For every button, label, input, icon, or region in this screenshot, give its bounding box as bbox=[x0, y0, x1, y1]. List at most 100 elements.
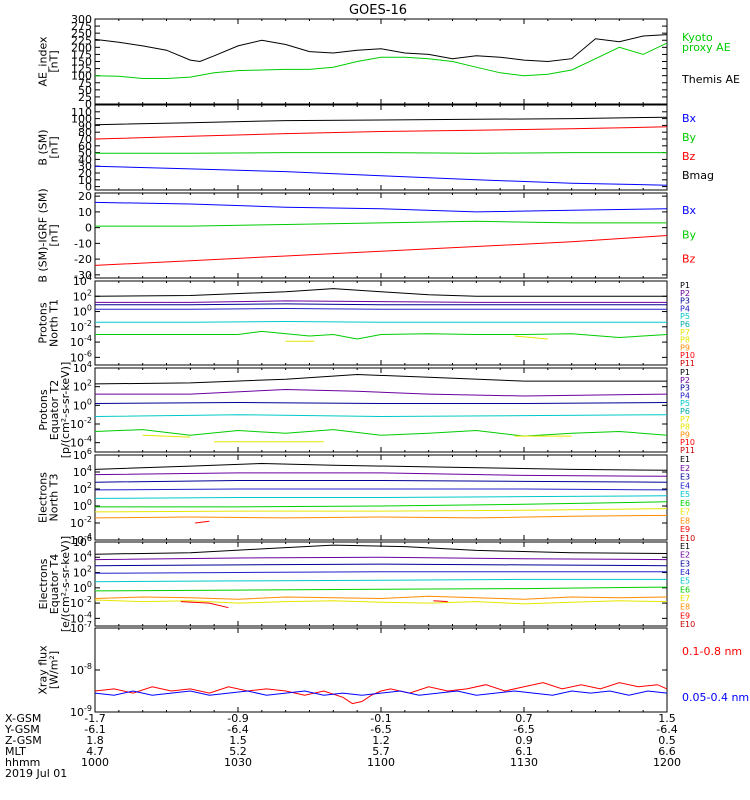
y-tick-label: 100 bbox=[73, 498, 92, 513]
legend-item: E1 bbox=[680, 542, 690, 551]
series-line-5 bbox=[94, 495, 668, 499]
y-tick-label: 102 bbox=[73, 379, 92, 394]
legend-item: P1 bbox=[680, 281, 690, 290]
legend-item: P10 bbox=[680, 351, 695, 360]
series-line-9 bbox=[180, 601, 229, 609]
legend-item: P2 bbox=[680, 289, 690, 298]
series-line-2 bbox=[94, 556, 668, 561]
legend-item: E8 bbox=[680, 603, 690, 612]
y-tick-label: 104 bbox=[73, 360, 92, 375]
series-line-3 bbox=[95, 303, 667, 306]
y-axis-label: [nT] bbox=[48, 224, 61, 246]
legend-item: E9 bbox=[680, 611, 690, 620]
legend-item: E7 bbox=[680, 508, 690, 517]
series-line-6 bbox=[94, 586, 668, 592]
series-line-1 bbox=[94, 34, 668, 63]
legend-item: By bbox=[682, 131, 697, 144]
legend-item: P4 bbox=[680, 391, 690, 400]
y-tick-label: 300 bbox=[71, 13, 92, 26]
legend-item: P7 bbox=[680, 415, 690, 424]
y-tick-exponent: -9 bbox=[84, 704, 92, 713]
series-line-6 bbox=[142, 434, 191, 438]
y-tick-label: 90 bbox=[78, 119, 92, 132]
y-tick-label: 100 bbox=[73, 397, 92, 412]
y-axis-label: Equator T4 bbox=[48, 554, 61, 614]
series-line-2 bbox=[94, 42, 668, 79]
coord-row-label: Z-GSM bbox=[5, 734, 42, 747]
y-tick-label: -20 bbox=[74, 253, 92, 266]
series-line-3 bbox=[94, 401, 668, 404]
series-line-6 bbox=[95, 501, 668, 508]
legend-item: E6 bbox=[680, 499, 690, 508]
legend-item: Bz bbox=[682, 253, 696, 266]
series-line-2 bbox=[95, 388, 668, 397]
coord-value: -6.1 bbox=[84, 723, 105, 736]
legend-item: P2 bbox=[680, 376, 690, 385]
y-tick-label: 10 bbox=[78, 174, 92, 187]
series-line-5 bbox=[94, 429, 668, 437]
series-line-4 bbox=[94, 571, 667, 574]
coord-value: -6.4 bbox=[656, 723, 677, 736]
y-tick-exponent: -2 bbox=[84, 515, 92, 524]
y-tick-exponent: 4 bbox=[87, 273, 92, 282]
series-line-9 bbox=[195, 520, 210, 524]
legend-item: P6 bbox=[680, 320, 690, 329]
y-tick-exponent: -4 bbox=[84, 610, 92, 619]
legend-item: P7 bbox=[680, 328, 690, 337]
y-tick-label: 40 bbox=[78, 153, 92, 166]
legend-item: E10 bbox=[680, 620, 695, 629]
series-line-2 bbox=[94, 126, 668, 140]
y-axis-label: North T3 bbox=[48, 474, 61, 522]
coord-value: -0.1 bbox=[370, 712, 391, 725]
series-line-3 bbox=[94, 235, 668, 266]
legend-item: E2 bbox=[680, 551, 690, 560]
legend-item: Themis AE bbox=[681, 73, 740, 86]
legend-item: 0.1-0.8 nm bbox=[682, 645, 742, 658]
y-tick-label: 102 bbox=[73, 565, 92, 580]
series-line-1 bbox=[94, 288, 667, 297]
legend-item: 0.05-0.4 nm bbox=[682, 691, 749, 704]
y-tick-label: 30 bbox=[78, 160, 92, 173]
series-line-8 bbox=[514, 335, 548, 340]
series-line-2 bbox=[95, 220, 667, 227]
coord-value: 6.6 bbox=[658, 745, 676, 758]
coord-value: -6.5 bbox=[370, 723, 391, 736]
series-line-4 bbox=[94, 488, 668, 491]
y-tick-label: 25 bbox=[78, 91, 92, 104]
y-tick-label: 20 bbox=[78, 190, 92, 203]
coord-value: -6.4 bbox=[227, 723, 248, 736]
legend-item: P8 bbox=[680, 336, 690, 345]
legend-item: Bx bbox=[682, 204, 697, 217]
series-line-2 bbox=[94, 472, 668, 477]
series-line-8 bbox=[94, 599, 668, 605]
coord-value: -1.7 bbox=[84, 712, 105, 725]
legend-item: By bbox=[682, 228, 697, 241]
legend-item: E3 bbox=[680, 559, 690, 568]
legend-item: P10 bbox=[680, 438, 695, 447]
y-axis-label: Electrons bbox=[37, 558, 50, 609]
y-tick-label: 50 bbox=[78, 84, 92, 97]
coord-row-label: hhmm bbox=[5, 756, 40, 769]
y-axis-label: [p/(cm²-s-sr-keV)] bbox=[59, 362, 72, 459]
coord-value: 4.7 bbox=[86, 745, 104, 758]
panel-frame bbox=[94, 280, 668, 366]
y-tick-exponent: 0 bbox=[87, 397, 92, 406]
legend-item: P8 bbox=[680, 423, 690, 432]
y-tick-exponent: 2 bbox=[87, 565, 92, 574]
panel-frame bbox=[94, 104, 668, 191]
y-tick-label: 75 bbox=[78, 77, 92, 90]
legend-item: E3 bbox=[680, 473, 690, 482]
coord-value: 6.1 bbox=[515, 745, 533, 758]
coord-value: 5.2 bbox=[229, 745, 247, 758]
coord-value: -6.5 bbox=[513, 723, 534, 736]
legend-item: E9 bbox=[680, 525, 690, 534]
coord-value: 1030 bbox=[224, 756, 252, 769]
panel-frame bbox=[94, 192, 668, 279]
series-line-1 bbox=[94, 462, 668, 471]
y-tick-exponent: -8 bbox=[84, 662, 92, 671]
legend-item: P11 bbox=[680, 359, 695, 368]
y-tick-label: 200 bbox=[71, 41, 92, 54]
y-axis-label: [nT] bbox=[48, 136, 61, 158]
